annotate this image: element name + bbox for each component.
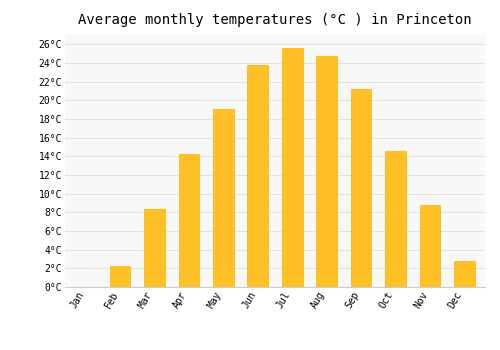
Bar bbox=[385, 151, 406, 287]
Bar bbox=[144, 209, 165, 287]
Bar bbox=[420, 205, 440, 287]
Bar bbox=[248, 65, 268, 287]
Bar bbox=[110, 266, 130, 287]
Bar bbox=[282, 48, 302, 287]
Bar bbox=[454, 261, 474, 287]
Title: Average monthly temperatures (°C ) in Princeton: Average monthly temperatures (°C ) in Pr… bbox=[78, 13, 472, 27]
Bar bbox=[316, 56, 337, 287]
Bar bbox=[178, 154, 200, 287]
Bar bbox=[350, 89, 372, 287]
Bar bbox=[213, 109, 234, 287]
